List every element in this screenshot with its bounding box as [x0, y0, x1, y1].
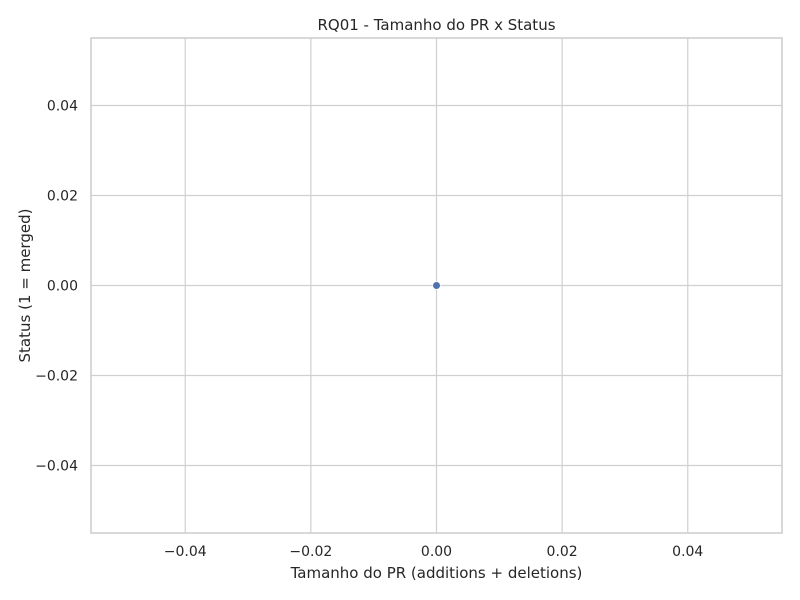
grid-layer — [91, 38, 782, 533]
x-tick-label: −0.02 — [289, 544, 332, 560]
y-tick-label: 0.04 — [47, 99, 78, 115]
y-tick-label: 0.00 — [47, 279, 78, 295]
scatter-point — [432, 281, 441, 290]
y-axis-label: Status (1 = merged) — [16, 209, 34, 363]
x-tick-label: 0.00 — [421, 544, 452, 560]
y-tick-labels: 0.04 0.02 0.00 −0.02 −0.04 — [35, 99, 78, 475]
plot-frame — [90, 37, 783, 534]
x-tick-label: 0.04 — [672, 544, 703, 560]
x-tick-labels: −0.04 −0.02 0.00 0.02 0.04 — [164, 544, 704, 560]
data-points — [432, 281, 441, 290]
x-axis-label: Tamanho do PR (additions + deletions) — [290, 564, 583, 582]
chart-title: RQ01 - Tamanho do PR x Status — [317, 16, 555, 34]
x-tick-label: −0.04 — [164, 544, 207, 560]
y-tick-label: −0.04 — [35, 459, 78, 475]
x-tick-label: 0.02 — [547, 544, 578, 560]
y-tick-label: 0.02 — [47, 189, 78, 205]
y-tick-label: −0.02 — [35, 369, 78, 385]
